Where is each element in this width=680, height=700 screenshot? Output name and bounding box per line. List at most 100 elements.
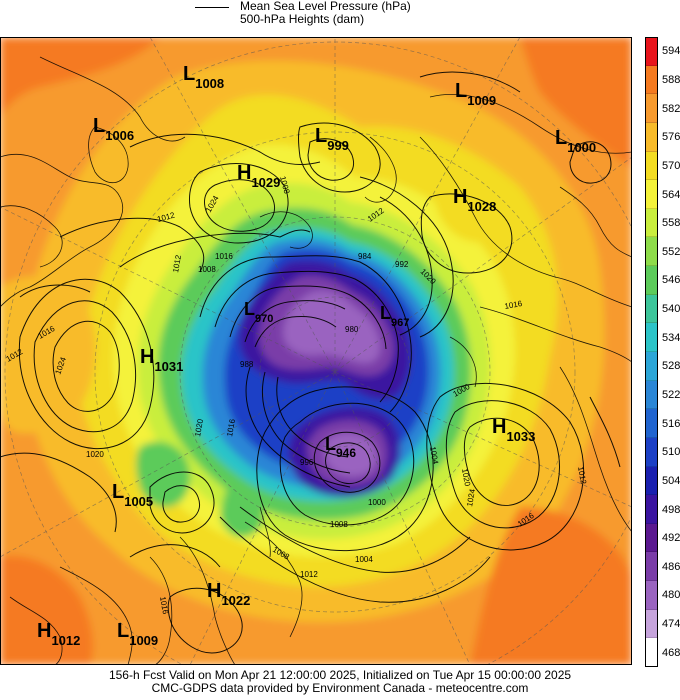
- low-system: L1000: [555, 127, 596, 155]
- isobar-label: 1020: [460, 468, 472, 488]
- isobar-label: 996: [300, 458, 314, 467]
- svg-text:L967: L967: [380, 303, 409, 329]
- colorbar-swatch: [645, 151, 658, 181]
- svg-text:H1031: H1031: [140, 346, 183, 374]
- high-system: H1028: [453, 186, 496, 214]
- isobar-label: 1016: [225, 418, 237, 438]
- isobar-label: 1012: [300, 570, 318, 579]
- isobar-label: 992: [395, 260, 409, 269]
- isobar-label: 1004: [355, 555, 373, 564]
- svg-text:H1029: H1029: [237, 162, 280, 190]
- isobar-label: 1004: [428, 446, 440, 466]
- isobar-label: 1020: [193, 418, 205, 438]
- colorbar-swatch: [645, 65, 658, 95]
- colorbar-swatch: [645, 294, 658, 324]
- colorbar-swatch: [645, 581, 658, 610]
- isobar-legend-line: [195, 7, 229, 8]
- svg-text:H1028: H1028: [453, 186, 496, 214]
- colorbar-swatch: [645, 180, 658, 209]
- colorbar-label: 480: [662, 589, 680, 602]
- isobar-label: 988: [240, 360, 254, 369]
- map-canvas: 1012 1016 1024 1020 1012 1024 1016 1008 …: [0, 37, 632, 665]
- colorbar-swatch: [645, 495, 658, 524]
- isobar-label: 1008: [198, 265, 216, 274]
- graticule: [0, 37, 632, 665]
- isobar-label: 1024: [465, 488, 477, 508]
- colorbar-label: 492: [662, 532, 680, 545]
- colorbar-swatch: [645, 323, 658, 352]
- svg-text:H1012: H1012: [37, 620, 80, 648]
- colorbar-label: 576: [662, 131, 680, 144]
- colorbar-label: 582: [662, 102, 680, 115]
- colorbar-label: 558: [662, 217, 680, 230]
- colorbar-label: 546: [662, 274, 680, 287]
- colorbar: 594 588 582 576 570 564 558 552 546 540 534 528 522 5…: [645, 37, 680, 667]
- colorbar-label: 564: [662, 188, 680, 201]
- svg-text:L946: L946: [325, 434, 356, 460]
- colorbar-swatch: [645, 266, 658, 295]
- colorbar-label: 516: [662, 417, 680, 430]
- svg-text:H1033: H1033: [492, 416, 535, 444]
- height-band-480: [283, 290, 381, 364]
- low-system: L1009: [455, 80, 496, 108]
- svg-text:L1005: L1005: [112, 481, 153, 509]
- high-system: H1012: [37, 620, 80, 648]
- height-field: [0, 37, 632, 665]
- svg-text:L970: L970: [244, 299, 273, 325]
- svg-text:L1008: L1008: [183, 63, 224, 91]
- colorbar-label: 534: [662, 331, 680, 344]
- data-credit-text: CMC-GDPS data provided by Environment Ca…: [151, 681, 529, 695]
- colorbar-swatch: [645, 352, 658, 381]
- colorbar-label: 528: [662, 360, 680, 373]
- colorbar-swatch: [645, 552, 658, 582]
- colorbar-label: 510: [662, 446, 680, 459]
- colorbar-swatch: [645, 409, 658, 438]
- colorbar-label: 504: [662, 474, 680, 487]
- colorbar-label: 486: [662, 560, 680, 573]
- colorbar-swatch: [645, 609, 658, 639]
- isobar-label: 1016: [504, 299, 524, 311]
- isobar-label: 1012: [171, 254, 183, 274]
- colorbar-frame: [645, 37, 658, 667]
- high-system: H1033: [492, 416, 535, 444]
- high-system: H1022: [207, 580, 250, 608]
- low-system: L1008: [183, 63, 224, 91]
- chart-subtitle: 500-hPa Heights (dam): [240, 12, 365, 26]
- low-system: L1005: [112, 481, 153, 509]
- colorbar-label: 588: [662, 73, 680, 86]
- svg-text:L1000: L1000: [555, 127, 596, 155]
- colorbar-label: 540: [662, 303, 680, 316]
- isobar-label: 984: [358, 252, 372, 261]
- colorbar-label: 498: [662, 503, 680, 516]
- colorbar-swatch: [645, 437, 658, 467]
- isobars: [0, 71, 621, 654]
- colorbar-swatch: [645, 122, 658, 152]
- high-system: H1031: [140, 346, 183, 374]
- colorbar-label: 570: [662, 159, 680, 172]
- forecast-valid-text: 156-h Fcst Valid on Mon Apr 21 12:00:00 …: [108, 668, 572, 682]
- colorbar-swatch: [645, 380, 658, 410]
- low-system: L967: [380, 303, 409, 329]
- svg-text:L1009: L1009: [455, 80, 496, 108]
- colorbar-label: 522: [662, 388, 680, 401]
- colorbar-label: 468: [662, 646, 680, 659]
- legend-label: Mean Sea Level Pressure (hPa): [240, 0, 411, 13]
- low-system: L970: [244, 299, 273, 325]
- chart-header: Mean Sea Level Pressure (hPa) 500-hPa He…: [0, 0, 680, 38]
- isobar-label: 1020: [86, 450, 104, 459]
- colorbar-swatch: [645, 94, 658, 123]
- svg-text:H1022: H1022: [207, 580, 250, 608]
- isobar-label: 1016: [158, 596, 170, 616]
- isobar-label: 1012: [576, 466, 588, 486]
- colorbar-swatch: [645, 37, 658, 66]
- colorbar-label: 594: [662, 45, 680, 58]
- colorbar-swatch: [645, 466, 658, 496]
- isobar-label: 1016: [215, 252, 233, 261]
- colorbar-swatch: [645, 523, 658, 553]
- high-system: H1029: [237, 162, 280, 190]
- svg-text:L1009: L1009: [117, 620, 158, 648]
- low-system: L1006: [93, 115, 134, 143]
- colorbar-label: 474: [662, 618, 680, 631]
- isobar-label: 980: [345, 325, 359, 334]
- low-system: L946: [325, 434, 356, 460]
